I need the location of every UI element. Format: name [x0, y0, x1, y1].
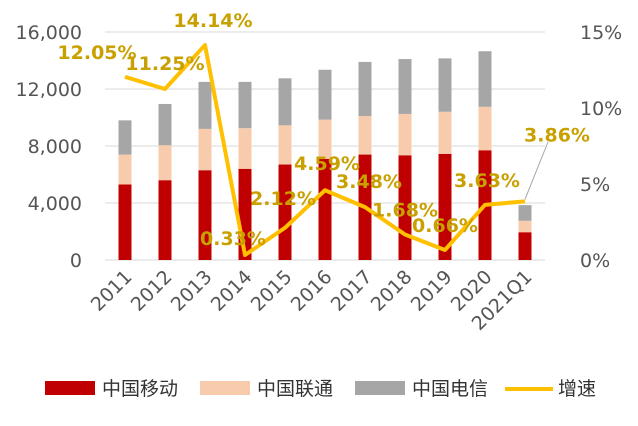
bar-mobile — [198, 170, 212, 260]
bar-unicom — [478, 106, 492, 151]
y-right-tick-label: 15% — [580, 22, 622, 44]
bar-mobile — [518, 232, 532, 260]
y-right-tick-label: 5% — [580, 174, 610, 196]
x-tick-label: 2018 — [367, 266, 417, 316]
bar-telecom — [198, 81, 212, 129]
bar-telecom — [438, 58, 452, 112]
growth-data-label: 12.05% — [57, 42, 136, 64]
y-right-tick-label: 10% — [580, 98, 622, 120]
bar-telecom — [358, 61, 372, 117]
bar-telecom — [158, 103, 172, 146]
x-tick-label: 2011 — [87, 266, 137, 316]
y-left-tick-label: 8,000 — [28, 136, 82, 158]
bar-mobile — [158, 180, 172, 260]
legend-label: 中国移动 — [102, 378, 178, 400]
bar-unicom — [518, 220, 532, 233]
y-right-tick-label: 0% — [580, 250, 610, 272]
x-tick-label: 2016 — [287, 266, 337, 316]
growth-data-label: 0.66% — [412, 215, 478, 237]
x-tick-label: 2015 — [247, 266, 297, 316]
bar-telecom — [518, 205, 532, 221]
bar-unicom — [118, 154, 132, 185]
growth-data-label: 3.48% — [336, 171, 402, 193]
bar-telecom — [278, 78, 292, 126]
growth-data-label: 1.68% — [372, 199, 438, 221]
label-leader-line — [524, 141, 549, 200]
x-tick-label: 2012 — [127, 266, 177, 316]
bar-telecom — [238, 81, 252, 129]
legend-swatch — [45, 381, 95, 395]
y-left-tick-label: 4,000 — [28, 193, 82, 215]
legend-label: 增速 — [558, 378, 596, 400]
bar-telecom — [318, 69, 332, 120]
y-left-tick-label: 0 — [70, 250, 82, 272]
growth-data-label: 0.33% — [200, 228, 266, 250]
bar-unicom — [158, 145, 172, 181]
legend-label: 中国电信 — [412, 378, 488, 400]
bar-telecom — [118, 120, 132, 155]
legend-label: 中国联通 — [257, 378, 333, 400]
growth-data-label: 3.86% — [524, 124, 590, 146]
growth-data-label: 11.25% — [125, 53, 204, 75]
bar-telecom — [478, 51, 492, 107]
x-tick-label: 2019 — [407, 266, 457, 316]
bar-unicom — [318, 119, 332, 159]
growth-data-label: 4.59% — [294, 153, 360, 175]
legend-swatch — [355, 381, 405, 395]
x-tick-label: 2014 — [207, 266, 257, 316]
bar-unicom — [278, 125, 292, 165]
bar-telecom — [398, 59, 412, 114]
bar-unicom — [438, 111, 452, 154]
legend-swatch — [200, 381, 250, 395]
x-tick-label: 2013 — [167, 266, 217, 316]
bar-unicom — [398, 113, 412, 156]
bar-unicom — [238, 128, 252, 169]
bar-mobile — [118, 184, 132, 260]
growth-data-label: 2.12% — [250, 188, 316, 210]
y-left-tick-label: 12,000 — [16, 79, 82, 101]
growth-line — [124, 43, 526, 257]
bar-mobile — [438, 153, 452, 260]
growth-data-label: 14.14% — [173, 10, 252, 32]
bar-unicom — [358, 116, 372, 155]
bar-unicom — [198, 128, 212, 171]
bar-mobile — [278, 164, 292, 260]
bar-mobile — [318, 158, 332, 260]
x-tick-label: 2017 — [327, 266, 377, 316]
y-left-tick-label: 16,000 — [16, 22, 82, 44]
growth-data-label: 3.63% — [454, 170, 520, 192]
